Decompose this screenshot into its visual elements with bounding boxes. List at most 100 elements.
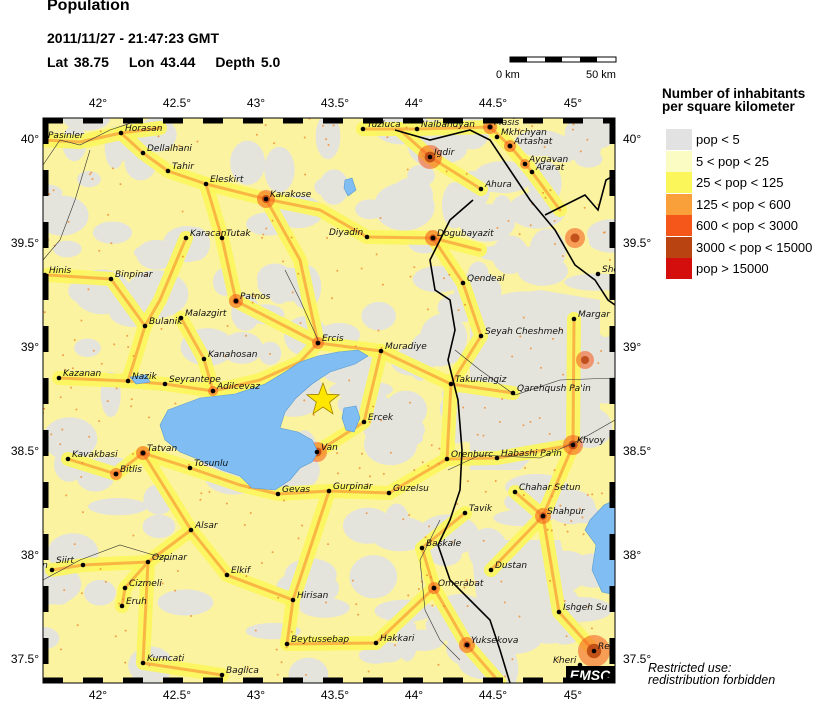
corridor-core: [513, 490, 596, 653]
settlement-dot: [519, 335, 522, 338]
settlement-dot: [372, 405, 375, 408]
town-label: Hirisan: [297, 591, 329, 601]
town-label: Dogubayazit: [437, 229, 494, 239]
town: Takuriengiz: [448, 375, 507, 387]
settlement-dot: [87, 288, 90, 291]
settlement-dot: [276, 673, 279, 676]
town-marker-icon: [183, 235, 189, 241]
settlement-dot: [572, 123, 575, 126]
town: Muradiye: [378, 342, 427, 354]
settlement-dot: [430, 444, 433, 447]
settlement-dot: [249, 511, 252, 514]
settlement-dot: [497, 564, 500, 567]
settlement-dot: [100, 362, 103, 365]
settlement-dot: [236, 233, 239, 236]
settlement-dot: [251, 301, 254, 304]
settlement-dot: [522, 424, 525, 427]
town-marker-icon: [522, 161, 528, 167]
settlement-dot: [382, 472, 385, 475]
town-label: Tosunlu: [194, 459, 228, 469]
settlement-dot: [166, 321, 169, 324]
town-label: Bitlis: [120, 465, 142, 475]
town-marker-icon: [427, 154, 433, 160]
town-marker-icon: [118, 130, 124, 136]
settlement-dot: [291, 190, 294, 193]
town-marker-icon: [444, 456, 450, 462]
sparse-patch: [83, 579, 116, 606]
settlement-dot: [566, 530, 569, 533]
settlement-dot: [43, 311, 46, 314]
settlement-dot: [587, 605, 590, 608]
town-label: Adilcevaz: [216, 382, 260, 392]
town-label: Shahpur: [547, 507, 586, 517]
settlement-dot: [564, 523, 567, 526]
town-marker-icon: [56, 375, 62, 381]
town: Kavakbasi: [65, 450, 118, 462]
settlement-dot: [174, 402, 177, 405]
town-marker-icon: [65, 456, 71, 462]
settlement-dot: [245, 334, 248, 337]
settlement-dot: [88, 435, 91, 438]
town-label: Hinis: [49, 266, 71, 276]
settlement-dot: [52, 189, 55, 192]
town-marker-icon: [430, 235, 436, 241]
settlement-dot: [98, 420, 101, 423]
town-marker-icon: [378, 348, 384, 354]
lon-tick-label: 42.5°: [162, 688, 192, 702]
settlement-dot: [80, 592, 83, 595]
sparse-patch: [74, 338, 101, 358]
town: Binpinar: [108, 270, 154, 282]
settlement-dot: [560, 328, 563, 331]
settlement-dot: [582, 533, 585, 536]
town: Seyrantepe: [162, 375, 221, 387]
settlement-dot: [381, 283, 384, 286]
town-label: Karakose: [270, 190, 312, 200]
town: Dogubayazit: [430, 229, 494, 241]
settlement-dot: [196, 140, 199, 143]
settlement-dot: [428, 525, 431, 528]
town-label: Tuzluca: [367, 120, 401, 130]
town-label: Kheri: [553, 656, 577, 666]
town-marker-icon: [140, 660, 146, 666]
sparse-patch: [269, 287, 290, 304]
lat-tick-label: 37.5°: [623, 652, 652, 666]
settlement-dot: [437, 663, 440, 666]
settlement-dot: [360, 267, 363, 270]
town: Sho: [595, 265, 615, 277]
settlement-dot: [463, 586, 466, 589]
settlement-dot: [408, 513, 411, 516]
settlement-dot: [162, 657, 165, 660]
lat-tick-label: 37.5°: [10, 652, 39, 666]
town: Patnos: [233, 292, 271, 304]
legend-item: pop > 15000: [666, 258, 821, 279]
settlement-dot: [591, 493, 594, 496]
settlement-dot: [271, 551, 274, 554]
settlement-dot: [275, 648, 278, 651]
settlement-dot: [290, 630, 293, 633]
town-marker-icon: [162, 381, 168, 387]
legend-item: 25 < pop < 125: [666, 172, 821, 193]
settlement-dot: [597, 362, 600, 365]
settlement-dot: [578, 507, 581, 510]
map-title: Population: [47, 0, 130, 14]
town: Dellalhani: [140, 144, 192, 156]
settlement-dot: [579, 150, 582, 153]
sparse-patch: [157, 589, 214, 616]
settlement-dot: [409, 275, 412, 278]
town-label: Masis: [494, 118, 519, 128]
settlement-dot: [553, 220, 556, 223]
settlement-dot: [199, 498, 202, 501]
town: Seyah Cheshmeh: [478, 327, 564, 339]
settlement-dot: [243, 524, 246, 527]
settlement-dot: [80, 319, 83, 322]
lon-tick-label: 42°: [88, 688, 108, 702]
country-borders: [394, 129, 615, 683]
settlement-dot: [253, 295, 256, 298]
sparse-patch: [288, 657, 329, 683]
settlement-dot: [394, 644, 397, 647]
town: Kanahosan: [201, 350, 258, 362]
town-marker-icon: [360, 126, 366, 132]
town-marker-icon: [556, 609, 562, 615]
settlement-dot: [132, 354, 135, 357]
town: Qendeal: [460, 274, 505, 286]
